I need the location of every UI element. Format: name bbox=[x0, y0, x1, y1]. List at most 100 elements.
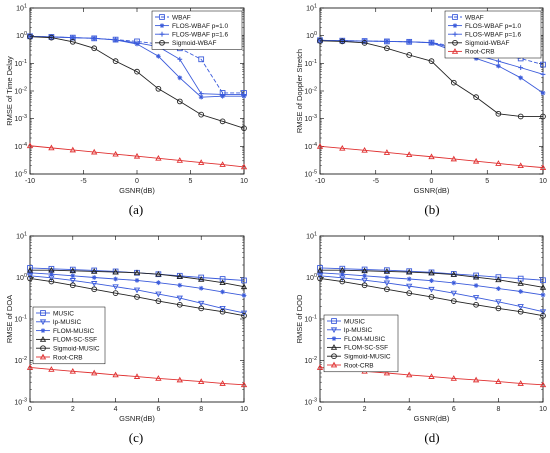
data-point bbox=[316, 266, 324, 273]
data-point bbox=[384, 267, 390, 274]
data-point bbox=[155, 291, 162, 298]
data-point bbox=[540, 312, 546, 319]
y-tick-label: 10-1 bbox=[14, 59, 27, 68]
subfigure-label: (c) bbox=[129, 430, 143, 445]
legend-label: FLOS-WBAF p=1.6 bbox=[465, 32, 522, 39]
legend-label: FLOS-WBAF p=1.6 bbox=[172, 32, 229, 39]
data-point bbox=[198, 285, 204, 291]
legend: WBAF FLOS-WBAF p=1.0 FLOS-WBAF p=1.6Sigmoi… bbox=[151, 10, 243, 50]
series-sigmoid-wbaf bbox=[317, 37, 546, 120]
data-point bbox=[540, 113, 546, 120]
data-point bbox=[112, 290, 119, 296]
legend-label: lp-MUSIC bbox=[344, 327, 372, 334]
x-axis-label: GSNR(dB) bbox=[119, 414, 155, 423]
data-point bbox=[69, 146, 76, 153]
data-point bbox=[539, 381, 547, 388]
data-point bbox=[176, 301, 183, 308]
data-point bbox=[155, 298, 162, 304]
data-point bbox=[429, 278, 434, 284]
data-point bbox=[539, 164, 547, 170]
data-point bbox=[316, 364, 324, 370]
data-point bbox=[155, 85, 162, 92]
y-tick-label: 10-4 bbox=[304, 142, 317, 151]
data-point bbox=[240, 283, 248, 290]
x-tick-label: 2 bbox=[71, 406, 75, 413]
data-point bbox=[133, 152, 141, 159]
data-point bbox=[406, 276, 412, 282]
data-point bbox=[26, 266, 34, 273]
data-point bbox=[177, 56, 183, 62]
data-point bbox=[155, 270, 162, 277]
data-point bbox=[176, 98, 183, 105]
data-point bbox=[91, 268, 98, 274]
data-point bbox=[219, 308, 226, 315]
data-point bbox=[198, 94, 204, 100]
data-point bbox=[473, 272, 479, 279]
data-point bbox=[361, 146, 368, 153]
data-point bbox=[69, 266, 76, 273]
y-tick-label: 10-2 bbox=[304, 356, 317, 365]
legend-label: Sigmoid-MUSIC bbox=[344, 354, 391, 361]
data-point bbox=[240, 381, 248, 388]
y-tick-label: 100 bbox=[306, 31, 317, 40]
data-point bbox=[241, 293, 247, 298]
data-point bbox=[384, 275, 390, 280]
chart-a: 10-5 10-4 10-3 10-2 10-1 100 101 -10 -5 0 5 10 GSNR(… bbox=[5, 4, 248, 218]
data-point bbox=[472, 295, 480, 301]
data-point bbox=[91, 148, 98, 155]
data-point bbox=[496, 286, 501, 292]
x-tick-label: 4 bbox=[407, 406, 411, 413]
data-point bbox=[450, 79, 457, 86]
data-point bbox=[91, 281, 98, 287]
data-point bbox=[27, 270, 33, 276]
series-flom-music bbox=[317, 270, 546, 298]
data-point bbox=[198, 300, 205, 307]
data-point bbox=[156, 280, 161, 286]
legend-marker bbox=[39, 319, 47, 326]
data-point bbox=[198, 91, 204, 97]
data-point bbox=[91, 267, 98, 274]
series-sigmoid-music bbox=[27, 275, 247, 319]
data-point bbox=[428, 269, 435, 276]
y-tick-label: 101 bbox=[16, 4, 27, 13]
data-point bbox=[198, 274, 205, 281]
data-point bbox=[91, 45, 98, 52]
legend-label: FLOS-WBAF p=1.0 bbox=[172, 23, 229, 30]
data-point bbox=[384, 45, 390, 52]
legend-marker bbox=[40, 310, 46, 316]
subfigure-label: (a) bbox=[129, 202, 143, 217]
data-point bbox=[69, 367, 76, 374]
data-point bbox=[49, 271, 54, 277]
data-point bbox=[495, 110, 502, 117]
data-point bbox=[406, 371, 413, 378]
data-point bbox=[241, 92, 247, 97]
x-tick-label: 8 bbox=[496, 406, 500, 413]
data-point bbox=[540, 61, 546, 68]
legend-label: lp-MUSIC bbox=[53, 319, 81, 326]
data-point bbox=[339, 266, 346, 273]
data-point bbox=[48, 278, 55, 285]
x-tick-label: 0 bbox=[28, 406, 32, 413]
data-point bbox=[539, 309, 547, 316]
x-tick-label: -10 bbox=[315, 178, 325, 185]
data-point bbox=[27, 33, 33, 40]
chart-c: 10-3 10-2 10-1 100 101 0 2 4 6 8 10 GSNR(dB) RMSE of… bbox=[5, 232, 248, 446]
data-point bbox=[473, 283, 479, 288]
data-point bbox=[112, 58, 119, 64]
x-tick-label: 0 bbox=[135, 178, 139, 185]
data-point bbox=[429, 40, 434, 46]
x-tick-label: 10 bbox=[539, 406, 547, 413]
x-tick-label: 2 bbox=[363, 406, 367, 413]
data-point bbox=[133, 373, 141, 379]
x-tick-label: -5 bbox=[80, 178, 86, 185]
series-line bbox=[319, 40, 543, 117]
legend-label: FLOM-MUSIC bbox=[53, 328, 94, 335]
chart-b: 10-5 10-4 10-3 10-2 10-1 100 101 -10 -5 0 5 10 GSNR(… bbox=[295, 4, 547, 218]
y-tick-label: 10-3 bbox=[304, 114, 317, 123]
data-point bbox=[450, 271, 457, 277]
legend-label: WBAF bbox=[465, 14, 484, 21]
data-point bbox=[155, 375, 162, 381]
data-point bbox=[383, 268, 391, 274]
x-tick-label: 8 bbox=[199, 406, 203, 413]
data-point bbox=[406, 151, 413, 158]
